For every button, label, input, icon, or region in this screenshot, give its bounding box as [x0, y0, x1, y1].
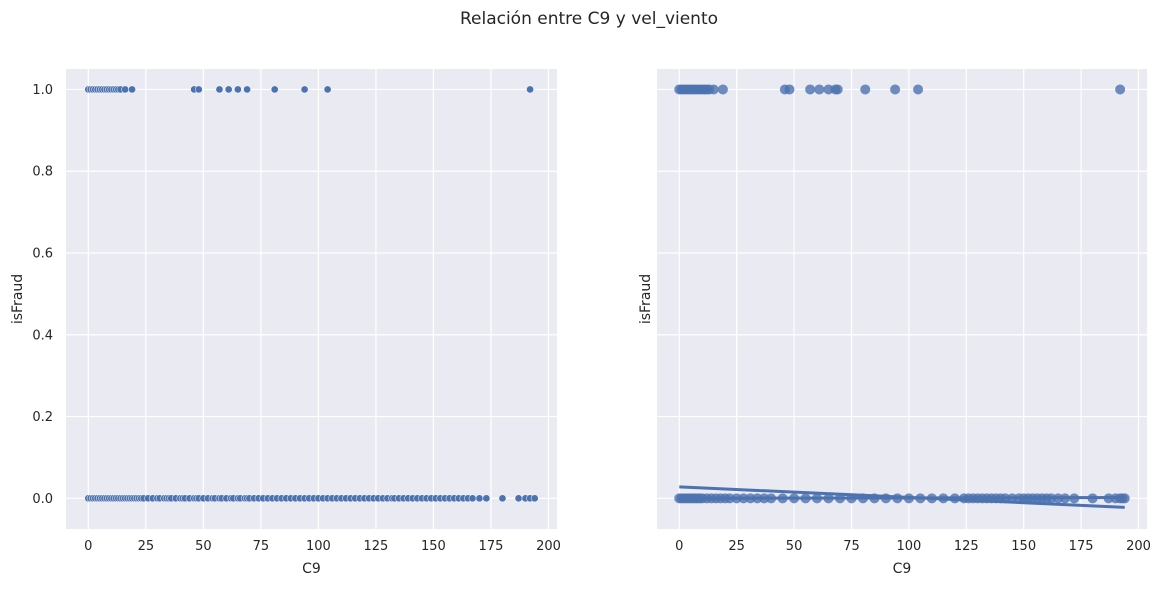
data-point	[323, 85, 332, 94]
x-tick-label: 75	[843, 539, 860, 554]
data-point	[128, 85, 136, 94]
plot-area	[657, 69, 1147, 529]
data-point	[514, 494, 523, 503]
data-point	[468, 494, 477, 503]
x-tick-label: 25	[138, 539, 155, 554]
x-tick-label: 150	[421, 539, 446, 554]
y-tick-label: 1.0	[32, 83, 53, 98]
data-point	[243, 85, 251, 94]
data-points	[84, 85, 539, 503]
x-tick-label: 150	[1011, 539, 1036, 554]
x-tick-label: 125	[364, 539, 389, 554]
data-point	[1115, 84, 1126, 95]
data-point	[194, 85, 203, 94]
y-axis-label: isFraud	[10, 274, 26, 324]
x-tick-label: 175	[1069, 539, 1094, 554]
left-subplot: 0 25 50 75 100 125 150 175 200 0.0 0.2 0.4 0.6 0.8 1.0…	[10, 69, 561, 577]
x-tick-label: 50	[786, 539, 803, 554]
plot-area	[66, 69, 557, 529]
y-tick-label: 0.2	[32, 410, 53, 425]
data-point	[832, 84, 843, 95]
x-tick-label: 50	[195, 539, 212, 554]
x-tick-label: 175	[479, 539, 504, 554]
y-tick-label: 0.4	[32, 328, 53, 343]
x-tick-label: 200	[1126, 539, 1151, 554]
data-point	[475, 494, 484, 503]
x-tick-label: 0	[675, 539, 683, 554]
y-axis-label: isFraud	[638, 274, 654, 324]
x-tick-label: 200	[536, 539, 561, 554]
x-axis-label: C9	[302, 561, 321, 577]
x-tick-label: 0	[84, 539, 92, 554]
data-point	[270, 85, 279, 94]
y-tick-label: 0.6	[32, 247, 53, 262]
x-tick-label: 25	[728, 539, 745, 554]
data-point	[890, 84, 901, 95]
x-tick-label: 125	[954, 539, 979, 554]
x-tick-label: 100	[896, 539, 921, 554]
data-point	[814, 84, 825, 95]
data-point	[482, 494, 491, 503]
data-point	[805, 84, 816, 95]
right-subplot: 0 25 50 75 100 125 150 175 200 C9 isFraud	[638, 69, 1151, 577]
data-point	[121, 85, 129, 94]
data-point	[526, 85, 534, 94]
data-point	[784, 84, 795, 95]
y-tick-label: 0.0	[32, 492, 53, 507]
x-tick-label: 100	[306, 539, 331, 554]
figure-title: Relación entre C9 y vel_viento	[460, 9, 718, 29]
data-point	[224, 85, 233, 94]
data-point	[530, 494, 539, 503]
data-point	[913, 84, 924, 95]
data-point	[708, 84, 719, 95]
x-tick-label: 75	[253, 539, 270, 554]
x-axis-label: C9	[893, 561, 912, 577]
data-point	[215, 85, 224, 94]
data-point	[860, 84, 871, 95]
data-point	[498, 494, 507, 503]
data-point	[823, 84, 834, 95]
regression-line	[679, 496, 1125, 500]
data-point	[717, 84, 728, 95]
data-point	[234, 85, 242, 94]
y-tick-label: 0.8	[32, 165, 53, 180]
data-point	[300, 85, 309, 94]
